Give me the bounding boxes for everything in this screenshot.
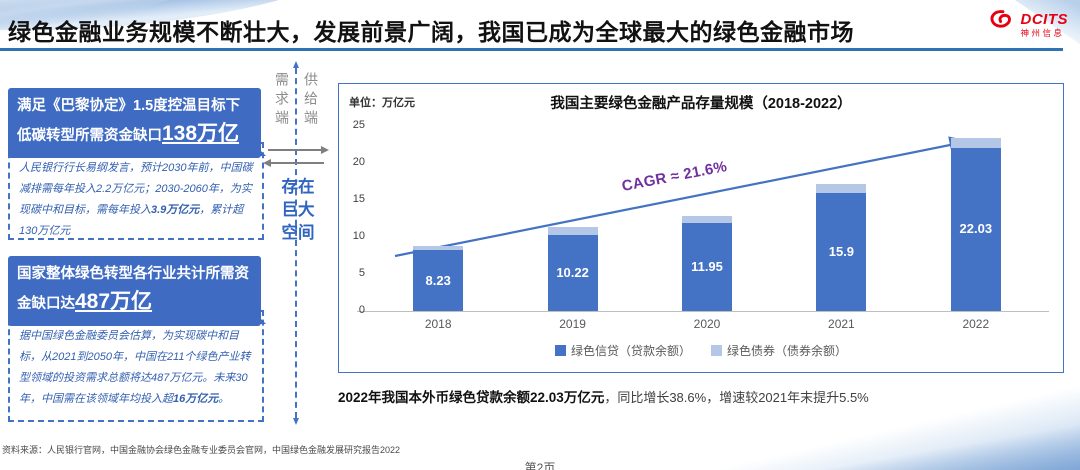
supply-side-label: 供给端 <box>303 72 319 129</box>
legend-item: 绿色信贷（贷款余额） <box>554 342 691 359</box>
infobox-2-title: 国家整体绿色转型各行业共计所需资金缺口达487万亿 <box>8 256 266 327</box>
chart-caption: 2022年我国本外币绿色贷款余额22.03万亿元，同比增长38.6%，增速较20… <box>338 386 869 406</box>
infobox-funding-gap-487: 国家整体绿色转型各行业共计所需资金缺口达487万亿 据中国绿色金融委员会估算，为… <box>8 256 266 422</box>
legend-label: 绿色债券（债券余额） <box>727 344 848 358</box>
bar-green-bond <box>682 215 732 223</box>
infobox-1-title: 满足《巴黎协定》1.5度控温目标下低碳转型所需资金缺口138万亿 <box>8 88 266 159</box>
infobox-2-body: 据中国绿色金融委员会估算，为实现碳中和目标，从2021到2050年，中国在211… <box>8 310 264 422</box>
infobox-1-highlight: 138万亿 <box>162 121 240 145</box>
x-axis-tick: 2018 <box>424 317 452 331</box>
legend-swatch-icon <box>554 345 566 356</box>
legend-item: 绿色债券（债券余额） <box>711 342 847 359</box>
dcits-swirl-icon <box>987 7 1017 42</box>
cagr-annotation: CAGR ≈ 21.6% <box>620 157 729 196</box>
caption-bold-text: 2022年我国本外币绿色贷款余额22.03万亿元 <box>338 390 605 405</box>
x-axis-tick: 2020 <box>693 317 721 331</box>
huge-gap-label: 存在巨大空间 <box>281 178 315 243</box>
x-axis-tick: 2021 <box>828 317 855 331</box>
infobox-1-body: 人民银行行长易纲发言，预计2030年前，中国碳减排需每年投入2.2万亿元；203… <box>8 142 264 240</box>
x-axis-line <box>357 311 1049 312</box>
logo-subtitle: 神州信息 <box>1020 27 1065 38</box>
logo-name: DCITS <box>1020 10 1068 28</box>
y-axis-tick: 0 <box>358 304 365 316</box>
y-axis-tick: 15 <box>352 193 365 205</box>
caption-rest-text: ，同比增长38.6%，增速较2021年末提升5.5% <box>604 390 869 405</box>
x-axis-tick: 2019 <box>559 317 586 331</box>
y-axis-tick: 5 <box>358 267 365 279</box>
bar-green-credit: 11.95 <box>682 222 732 311</box>
bar-value-label: 15.9 <box>828 244 855 260</box>
chart-legend: 绿色信贷（贷款余额） 绿色债券（债券余额） <box>339 342 1063 359</box>
legend-swatch-icon <box>711 345 722 356</box>
bar-green-credit: 15.9 <box>816 193 867 311</box>
arrow-left-icon <box>263 158 324 167</box>
x-axis-tick: 2022 <box>962 317 990 331</box>
infobox-2-title-text: 国家整体绿色转型各行业共计所需资金缺口达 <box>17 266 249 312</box>
legend-label: 绿色信贷（贷款余额） <box>570 344 691 358</box>
bar-green-bond <box>950 138 1001 148</box>
y-axis-tick: 20 <box>352 156 365 168</box>
infobox-2-highlight: 487万亿 <box>75 289 153 313</box>
source-note: 资料来源：人民银行官网，中国金融协会绿色金融专业委员会官网，中国绿色金融发展研究… <box>2 445 401 455</box>
bar-green-bond <box>816 184 867 194</box>
y-axis-tick: 10 <box>352 230 365 242</box>
chart-unit-label: 单位：万亿元 <box>349 97 415 109</box>
y-axis-tick: 25 <box>352 119 365 131</box>
bar-green-credit: 22.03 <box>950 147 1001 311</box>
bar-value-label: 11.95 <box>691 258 723 274</box>
page-number: 第2页 <box>524 461 556 470</box>
bar-green-credit: 8.23 <box>413 250 464 311</box>
demand-side-label: 需求端 <box>274 72 290 129</box>
demand-supply-divider-line <box>293 61 299 425</box>
chart-panel: 单位：万亿元 我国主要绿色金融产品存量规模（2018-2022） CAGR ≈ … <box>338 83 1064 373</box>
bar-value-label: 8.23 <box>425 272 451 288</box>
bar-green-bond <box>547 227 598 236</box>
infobox-funding-gap-138: 满足《巴黎协定》1.5度控温目标下低碳转型所需资金缺口138万亿 人民银行行长易… <box>8 88 266 240</box>
dcits-logo: DCITS 神州信息 <box>987 7 1069 42</box>
header-divider-line <box>0 48 1063 51</box>
infobox-1-title-text: 满足《巴黎协定》1.5度控温目标下低碳转型所需资金缺口 <box>17 98 241 144</box>
bar-value-label: 10.22 <box>556 265 589 281</box>
bar-green-credit: 10.22 <box>547 235 598 311</box>
bar-green-bond <box>413 245 464 251</box>
arrow-right-icon <box>268 145 329 154</box>
page-title: 绿色金融业务规模不断壮大，发展前景广阔，我国已成为全球最大的绿色金融市场 <box>8 19 854 45</box>
chart-title: 我国主要绿色金融产品存量规模（2018-2022） <box>550 96 852 112</box>
bar-value-label: 22.03 <box>959 221 993 237</box>
